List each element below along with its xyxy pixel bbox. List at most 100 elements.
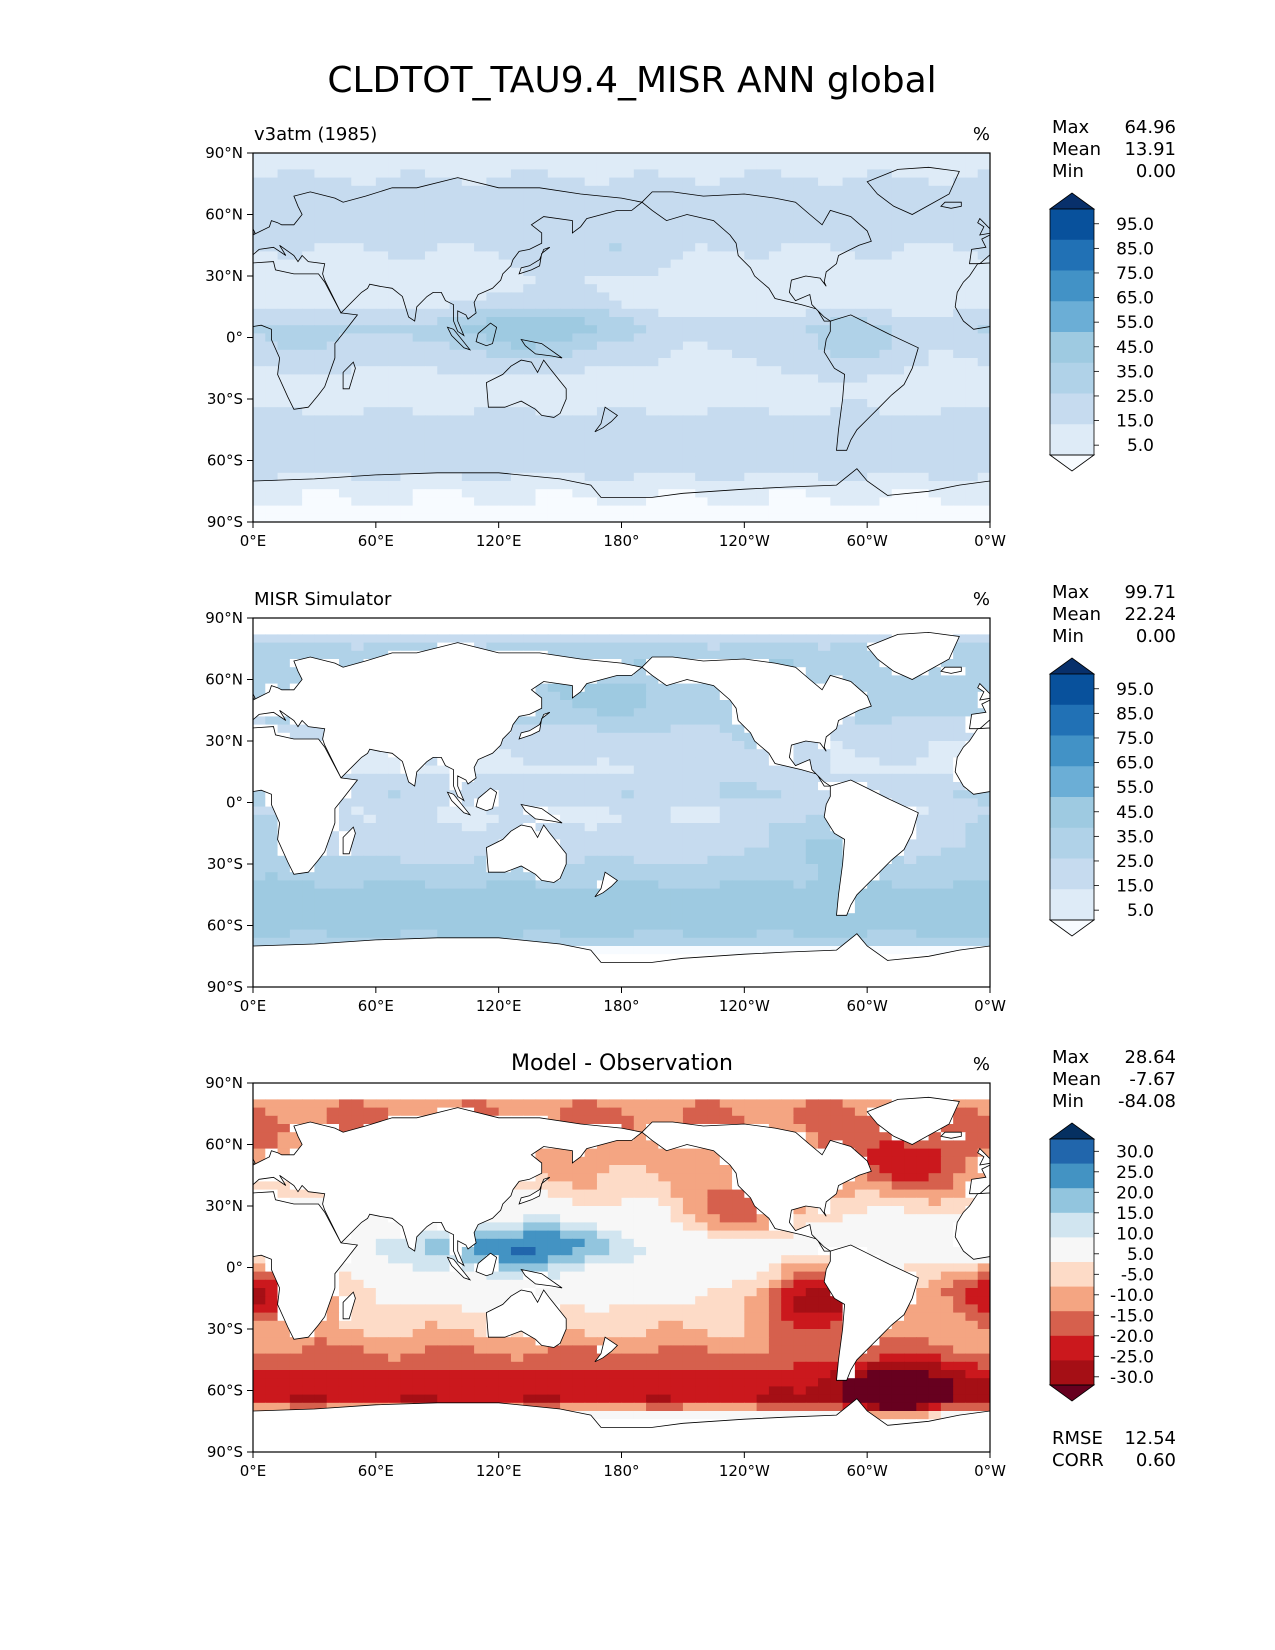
field-cell [449,905,463,914]
field-cell [363,782,377,791]
field-cell [695,773,709,783]
field-cell [388,456,401,466]
field-cell [904,448,917,457]
field-cell [621,626,635,635]
field-cell [904,700,917,709]
field-cell [560,626,573,635]
field-cell [879,464,893,474]
field-cell [375,358,389,367]
field-cell [523,896,537,906]
field-cell [596,513,610,522]
field-cell [277,169,291,179]
field-cell [916,161,930,170]
field-cell [842,667,856,676]
field-cell [572,489,586,498]
field-cell [363,905,377,914]
field-cell [916,194,930,203]
field-cell [523,732,537,742]
field-cell [547,431,561,441]
field-cell [658,864,672,873]
field-cell [670,505,684,515]
field-cell [916,683,930,693]
field-cell [768,855,782,865]
field-cell [400,366,414,375]
field-cell [658,618,672,627]
field-cell [842,226,856,236]
field-cell [535,259,549,269]
field-cell [486,448,500,457]
field-cell [547,880,561,890]
field-cell [977,349,990,359]
field-cell [388,153,401,162]
field-cell [793,317,807,326]
field-cell [879,194,893,203]
field-cell [461,489,475,498]
field-cell [572,700,586,709]
field-cell [904,382,917,392]
field-cell [732,806,745,816]
field-cell [523,202,537,211]
field-cell [904,210,917,220]
field-cell [719,276,733,285]
field-cell [596,317,610,326]
field-cell [253,259,266,269]
field-cell [891,765,905,775]
field-cell [412,864,426,873]
field-cell [781,888,795,898]
field-cell [302,489,316,498]
field-cell [265,634,279,644]
field-cell [510,276,524,285]
field-cell [424,382,438,392]
field-cell [547,765,561,775]
field-cell [830,464,844,474]
field-cell [658,683,672,693]
field-cell [756,177,770,187]
field-cell [400,390,414,400]
field-cell [977,267,990,277]
field-cell [793,782,807,791]
field-cell [461,284,475,293]
field-cell [609,675,623,685]
field-cell [412,831,426,840]
field-cell [609,683,623,693]
field-cell [682,423,696,433]
field-cell [719,905,733,914]
field-cell [781,415,795,425]
field-cell [277,292,291,302]
field-cell [437,497,451,507]
field-cell [916,691,930,701]
field-cell [424,243,438,252]
field-cell [695,251,709,261]
field-cell [584,716,598,726]
field-cell [854,366,868,375]
field-cell [412,880,426,890]
field-cell [879,790,893,799]
field-cell [498,358,512,367]
field-cell [375,366,389,375]
field-cell [253,472,266,482]
field-cell [572,724,586,734]
field-cell [867,333,881,343]
field-cell [744,872,758,881]
field-cell [756,481,770,490]
field-cell [756,505,770,515]
field-cell [338,823,352,832]
field-cell [461,618,475,627]
field-cell [265,308,279,318]
field-cell [560,618,573,627]
field-cell [596,634,610,644]
field-cell [351,634,365,644]
field-cell [682,472,696,482]
field-cell [916,235,930,244]
field-cell [793,765,807,775]
field-cell [461,366,475,375]
field-cell [486,497,500,507]
field-cell [424,456,438,466]
field-cell [658,169,672,179]
field-cell [351,284,365,293]
field-cell [523,505,537,515]
field-cell [510,880,524,890]
field-cell [277,235,291,244]
y-tick-label: 30°N [205,267,243,285]
field-cell [277,626,291,635]
